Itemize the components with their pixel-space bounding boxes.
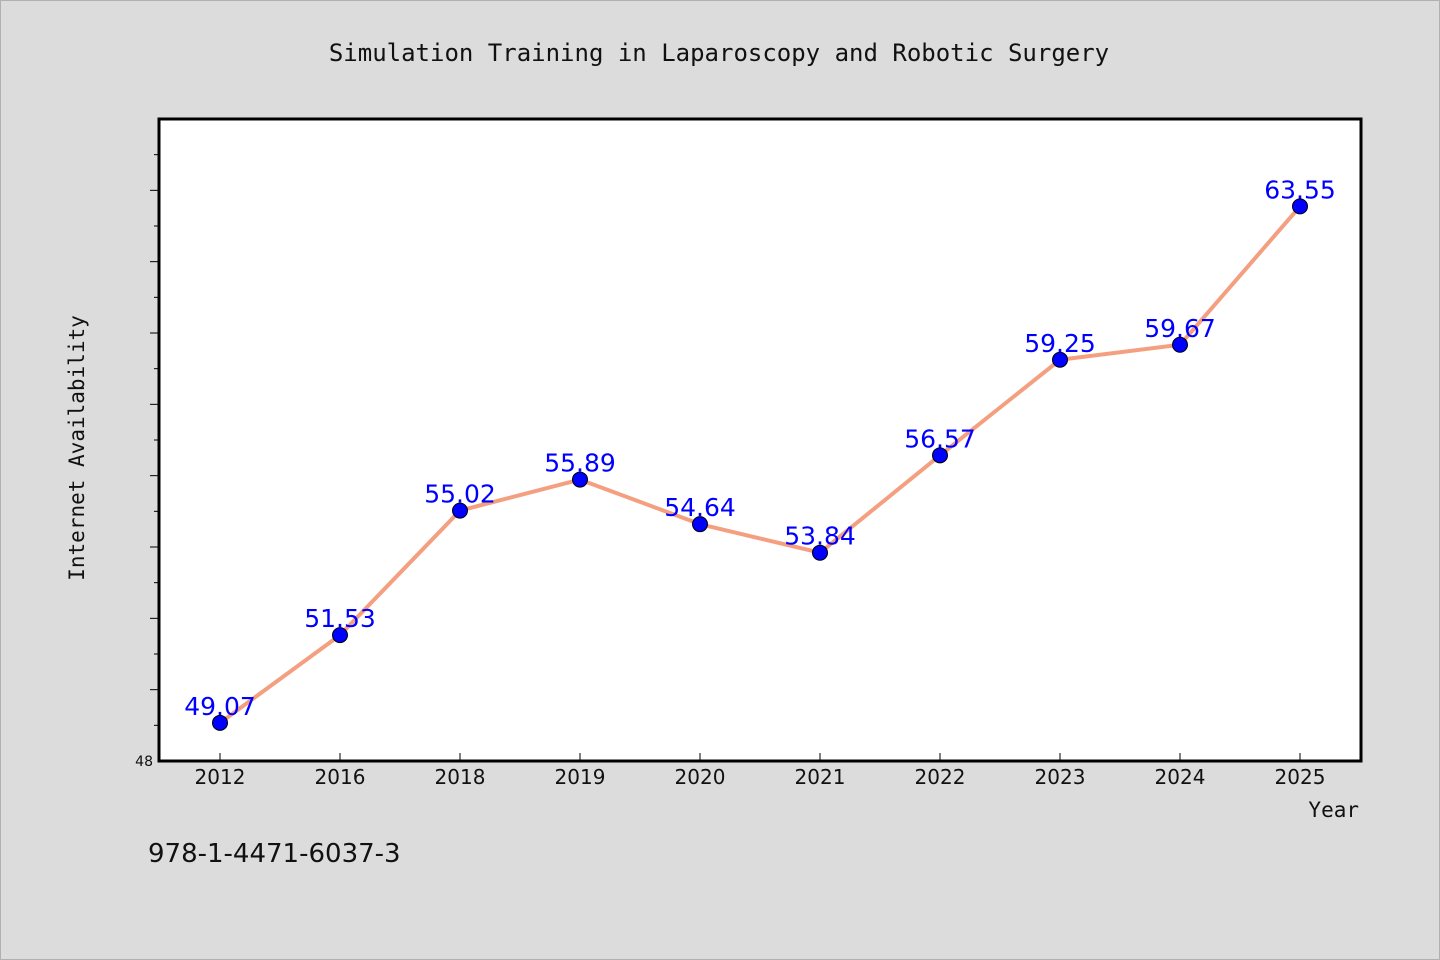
x-tick-label: 2024 [1155,765,1206,789]
data-point [932,447,948,464]
data-point [332,627,348,644]
data-point [1292,198,1308,215]
chart-title: Simulation Training in Laparoscopy and R… [329,39,1109,67]
data-label: 49.07 [184,692,256,721]
x-tick-label: 2019 [555,765,606,789]
data-labels: 49.07 51.53 55.02 55.89 54.64 53.84 56.57 59.25… [184,175,1336,720]
data-point [1052,351,1068,368]
data-label: 51.53 [304,604,376,633]
x-axis-ticks: 2012 2016 2018 2019 2020 2021 2022 2023 2024 2025 [195,753,1326,789]
data-point [572,471,588,488]
x-tick-label: 2016 [315,765,366,789]
plot-area [157,117,1363,763]
data-label: 59.25 [1024,329,1096,358]
x-tick-label: 2012 [195,765,246,789]
data-label: 55.89 [544,449,616,478]
series-line [218,204,1302,725]
isbn-footer: 978-1-4471-6037-3 [148,839,401,869]
x-tick-label: 2020 [675,765,726,789]
y-axis-title: Internet Availability [65,315,89,581]
data-label: 55.02 [424,480,496,509]
y-axis-ticks: 48 [135,154,159,770]
x-tick-label: 2025 [1275,765,1326,789]
x-tick-label: 2022 [915,765,966,789]
data-point [812,544,828,561]
data-point [1172,336,1188,353]
data-label: 56.57 [904,424,976,453]
data-point [692,516,708,533]
x-tick-label: 2018 [435,765,486,789]
y-tick-label: 48 [135,754,153,770]
data-label: 63.55 [1264,175,1336,204]
data-label: 59.67 [1144,314,1216,343]
data-label: 53.84 [784,522,856,551]
data-point [212,714,228,731]
series-layer [212,198,1308,731]
data-label: 54.64 [664,493,736,522]
x-tick-label: 2021 [795,765,846,789]
x-axis-title: Year [1308,798,1359,822]
data-point [452,502,468,519]
x-tick-label: 2023 [1035,765,1086,789]
